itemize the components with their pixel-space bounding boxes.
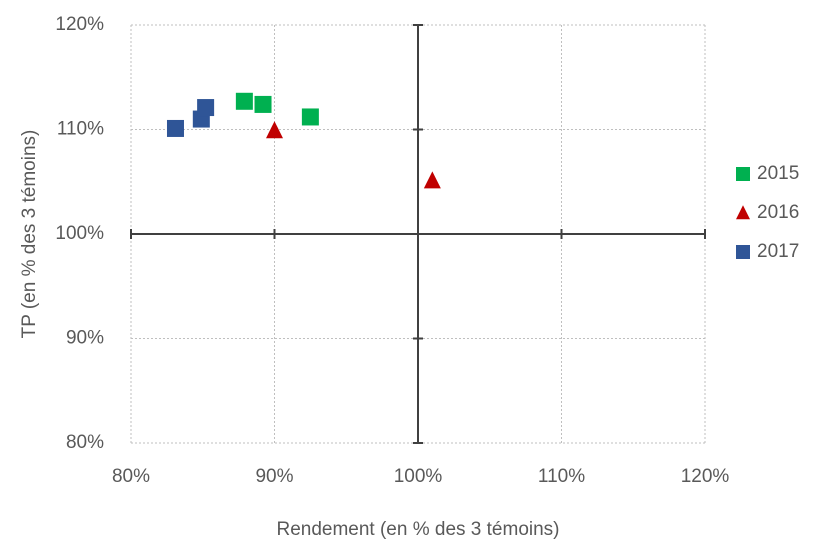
x-tick-label: 90% xyxy=(255,466,293,487)
x-tick-label: 120% xyxy=(681,466,730,487)
data-point xyxy=(197,99,215,117)
data-point xyxy=(166,119,184,137)
data-point xyxy=(235,92,253,110)
x-tick-label: 100% xyxy=(394,466,443,487)
data-point xyxy=(301,108,319,126)
x-axis-title: Rendement (en % des 3 témoins) xyxy=(276,519,559,540)
x-tick-label: 110% xyxy=(538,466,585,487)
y-tick-label: 110% xyxy=(57,119,104,140)
legend-marker xyxy=(736,205,750,220)
legend-marker xyxy=(736,167,750,181)
legend-label: 2016 xyxy=(757,202,799,223)
data-point xyxy=(423,171,441,189)
x-tick-label: 80% xyxy=(112,466,150,487)
y-axis-title: TP (en % des 3 témoins) xyxy=(19,130,40,339)
legend-label: 2015 xyxy=(757,163,799,184)
y-tick-label: 100% xyxy=(55,223,104,244)
y-tick-label: 90% xyxy=(66,328,104,349)
data-point xyxy=(266,121,283,139)
y-tick-label: 80% xyxy=(66,432,104,453)
y-tick-label: 120% xyxy=(55,14,104,35)
data-point xyxy=(254,95,272,113)
legend-marker xyxy=(736,245,750,259)
legend-label: 2017 xyxy=(757,241,799,262)
